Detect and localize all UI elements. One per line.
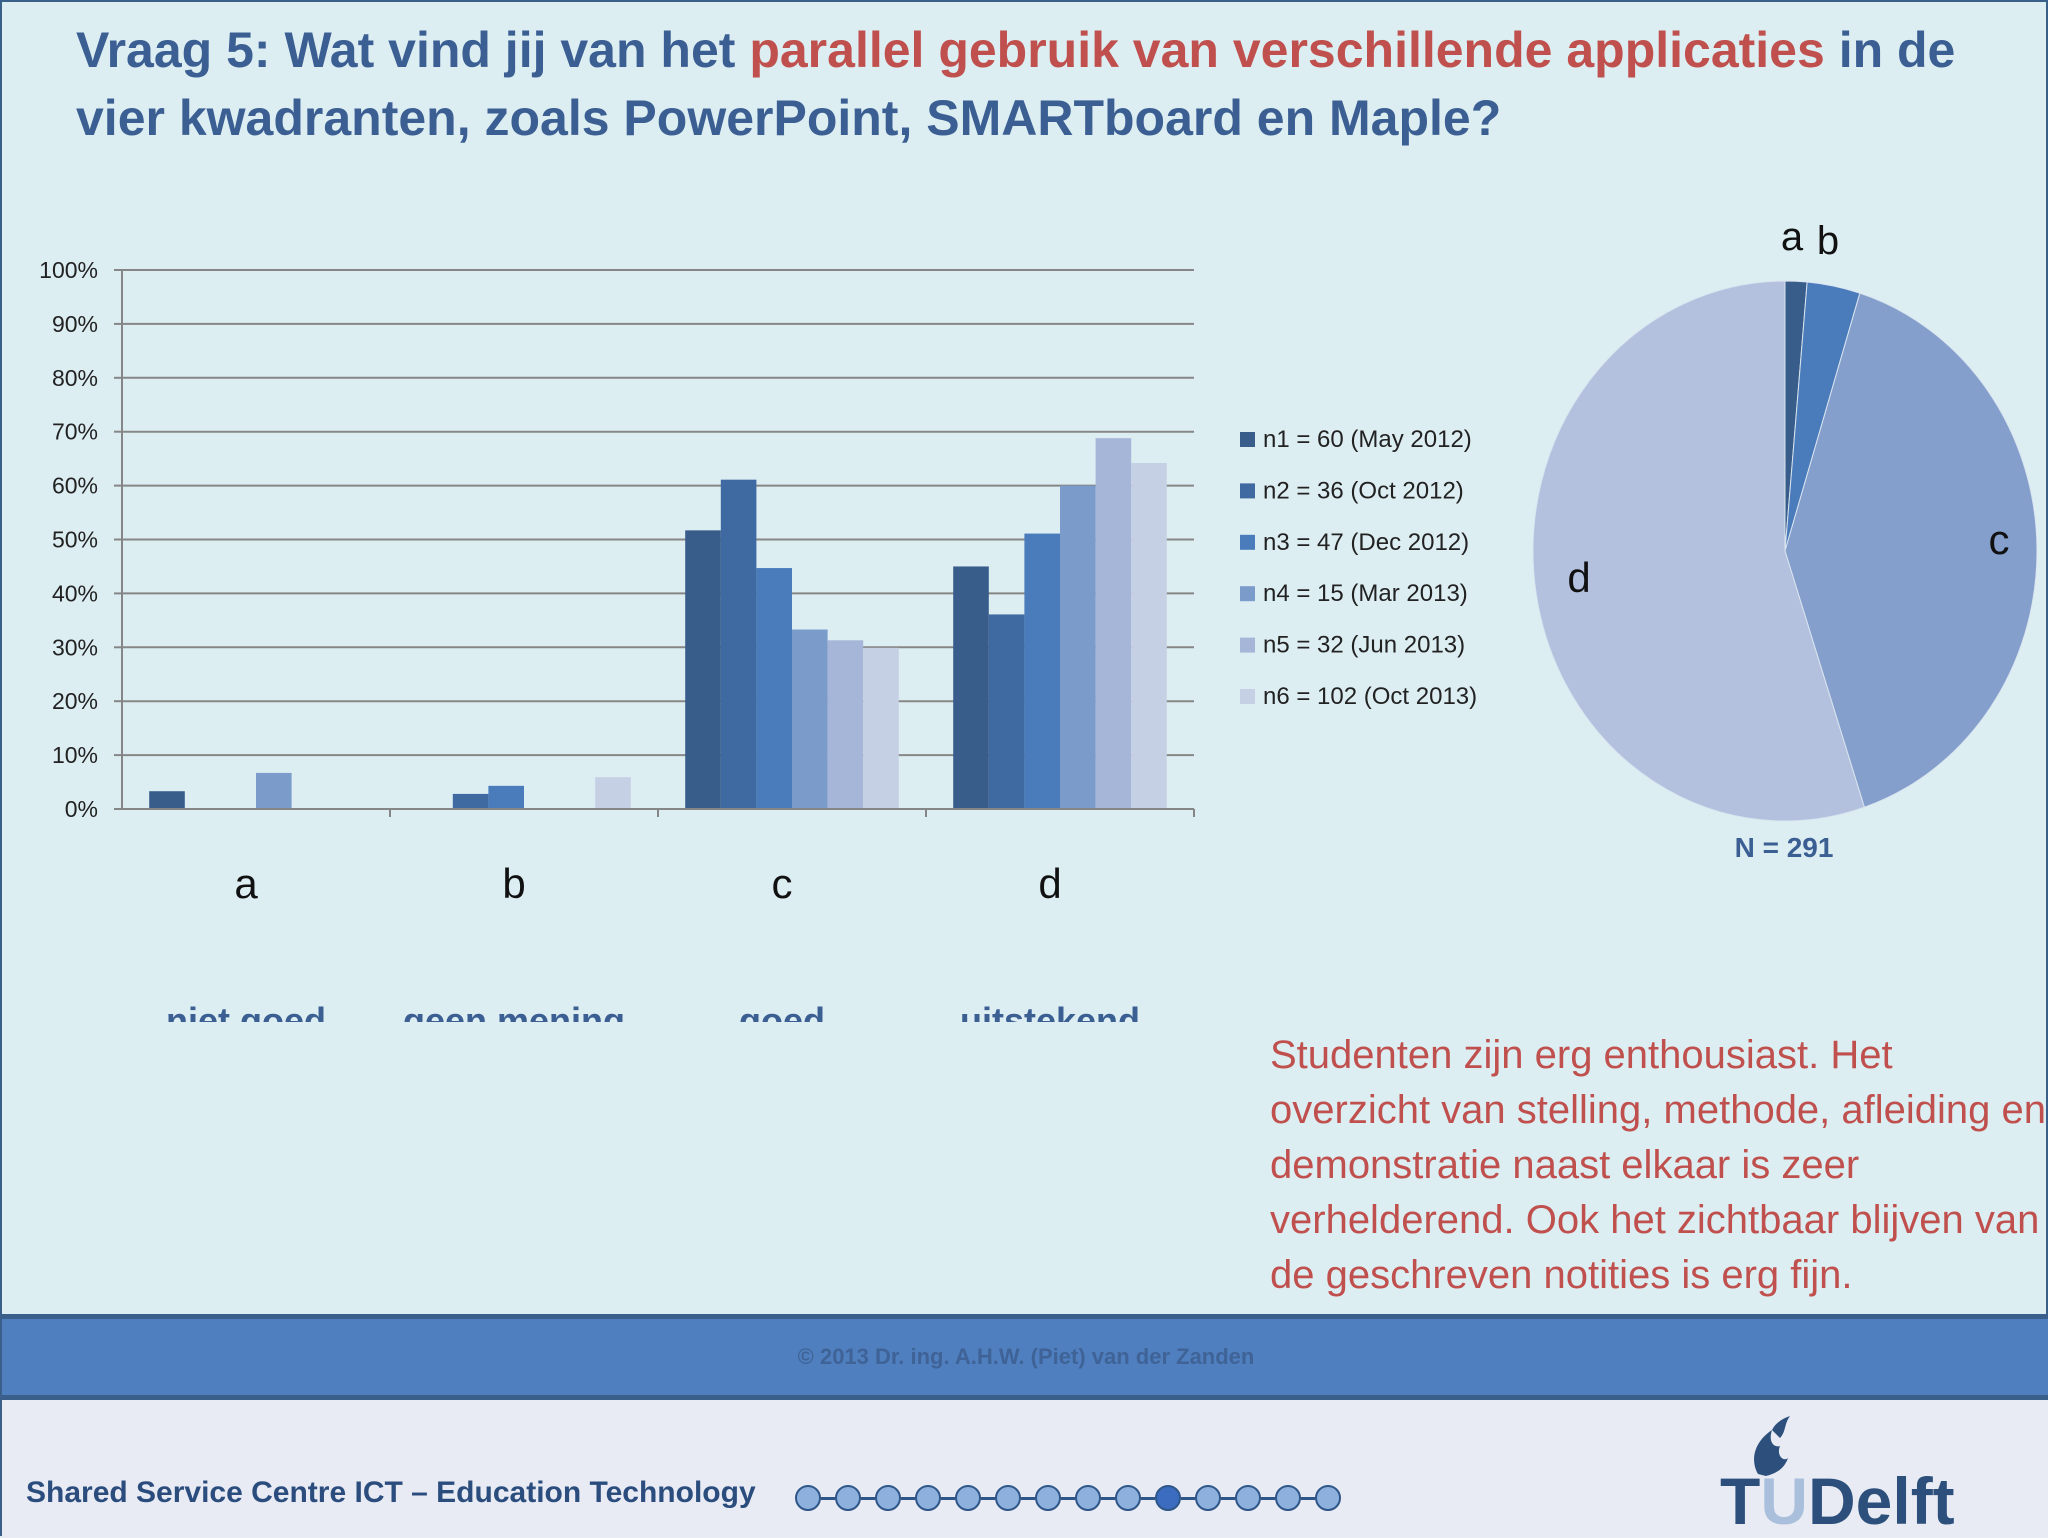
legend-label: n3 = 47 (Dec 2012)	[1263, 529, 1469, 556]
pie-chart: a b c d N = 291	[1532, 215, 2038, 862]
pagination-connector	[1061, 1496, 1075, 1500]
y-tick-label: 60%	[52, 473, 98, 499]
pagination-connector	[981, 1496, 995, 1500]
title-highlight: parallel gebruik van verschillende appli…	[749, 22, 1825, 78]
x-tick-label: c	[772, 860, 793, 907]
legend-label: n6 = 102 (Oct 2013)	[1263, 683, 1477, 710]
flame-tip-icon	[1772, 1416, 1790, 1438]
bar-b-series-2	[452, 793, 489, 809]
category-description: goed	[739, 1000, 825, 1022]
legend-swatch	[1240, 637, 1255, 653]
pagination-connector	[1101, 1496, 1115, 1500]
y-tick-label: 70%	[52, 419, 98, 445]
pie-slice-d	[1532, 280, 1865, 822]
pie-label-b: b	[1817, 219, 1839, 263]
footer-band	[2, 1314, 2048, 1400]
logo-text: TUDelft	[1720, 1464, 1955, 1532]
bar-chart: 0% 10% 20% 30% 40% 50% 60% 70% 80% 90% 100% a niet g…	[39, 257, 1477, 1022]
pie-label-a: a	[1781, 215, 1804, 259]
y-tick-label: 100%	[39, 257, 98, 283]
category-description: geen mening	[403, 1000, 625, 1022]
bar-c-series-4	[792, 629, 828, 809]
y-tick-label: 10%	[52, 742, 98, 768]
bar-d-series-6	[1131, 462, 1167, 809]
bar-c-series-3	[756, 568, 792, 809]
pagination-dot-11[interactable]	[1195, 1485, 1221, 1511]
category-description: uitstekend	[960, 1000, 1140, 1022]
slide-pagination	[795, 1483, 1341, 1513]
remark-text: Studenten zijn erg enthousiast. Het over…	[1270, 1033, 2047, 1297]
legend-swatch	[1240, 432, 1255, 447]
title-suffix: in de vier kwadranten, zoals PowerPoint,…	[76, 22, 1956, 146]
legend-swatch	[1240, 534, 1255, 550]
bar-b-series-6	[595, 777, 631, 809]
legend-label: n2 = 36 (Oct 2012)	[1263, 477, 1464, 504]
legend-label: n5 = 32 (Jun 2013)	[1263, 632, 1465, 659]
pagination-dot-6[interactable]	[995, 1485, 1021, 1511]
tudelft-logo: TUDelft	[1720, 1416, 1955, 1532]
y-tick-label: 30%	[52, 634, 98, 660]
bar-c-series-5	[827, 640, 864, 809]
y-tick-label: 90%	[52, 311, 98, 337]
x-tick-label: d	[1038, 860, 1061, 907]
pie-label-d: d	[1567, 554, 1590, 601]
pagination-connector	[861, 1496, 875, 1500]
pagination-connector	[1021, 1496, 1035, 1500]
bar-d-series-3	[1024, 533, 1060, 809]
pagination-connector	[1221, 1496, 1235, 1500]
pagination-connector	[941, 1496, 955, 1500]
pie-caption: N = 291	[1735, 832, 1834, 862]
pagination-connector	[901, 1496, 915, 1500]
legend-swatch	[1240, 586, 1255, 602]
pagination-connector	[1261, 1496, 1275, 1500]
pagination-dot-3[interactable]	[875, 1485, 901, 1511]
pagination-connector	[1181, 1496, 1195, 1500]
pagination-dot-14[interactable]	[1315, 1485, 1341, 1511]
flame-icon	[1754, 1430, 1788, 1476]
bar-b-series-3	[488, 785, 524, 809]
y-tick-label: 0%	[65, 796, 98, 822]
pagination-dot-8[interactable]	[1075, 1485, 1101, 1511]
pagination-dot-7[interactable]	[1035, 1485, 1061, 1511]
y-tick-label: 80%	[52, 365, 98, 391]
bar-c-series-1	[685, 530, 721, 809]
pagination-connector	[1141, 1496, 1155, 1500]
pagination-dot-12[interactable]	[1235, 1485, 1261, 1511]
pagination-dot-2[interactable]	[835, 1485, 861, 1511]
pagination-dot-10[interactable]	[1155, 1485, 1181, 1511]
bar-d-series-2	[988, 614, 1025, 809]
title-prefix: Vraag 5: Wat vind jij van het	[76, 22, 750, 78]
pagination-dot-4[interactable]	[915, 1485, 941, 1511]
x-tick-label: b	[502, 860, 525, 907]
y-tick-label: 50%	[52, 527, 98, 553]
pagination-dot-1[interactable]	[795, 1485, 821, 1511]
bar-d-series-5	[1095, 438, 1132, 809]
pagination-dot-9[interactable]	[1115, 1485, 1141, 1511]
slide-title: Vraag 5: Wat vind jij van het parallel g…	[76, 16, 1996, 152]
y-tick-label: 40%	[52, 580, 98, 606]
pagination-connector	[821, 1496, 835, 1500]
legend-label: n4 = 15 (Mar 2013)	[1263, 580, 1468, 607]
copyright-text: © 2013 Dr. ing. A.H.W. (Piet) van der Za…	[797, 1344, 1255, 1369]
legend-swatch	[1240, 483, 1255, 499]
pagination-dot-5[interactable]	[955, 1485, 981, 1511]
legend-label: n1 = 60 (May 2012)	[1263, 426, 1472, 453]
pie-slice-c	[1784, 292, 2038, 808]
bar-a-series-4	[256, 772, 292, 809]
legend-swatch	[1240, 689, 1255, 704]
bar-c-series-6	[863, 647, 899, 809]
bar-d-series-4	[1060, 485, 1096, 809]
category-description: niet goed	[166, 1000, 326, 1022]
bar-c-series-2	[720, 479, 757, 809]
pagination-connector	[1301, 1496, 1315, 1500]
x-tick-label: a	[234, 860, 258, 907]
organization-name: Shared Service Centre ICT – Education Te…	[26, 1476, 756, 1509]
bottom-bar	[2, 1400, 2048, 1538]
pagination-dot-13[interactable]	[1275, 1485, 1301, 1511]
y-tick-label: 20%	[52, 688, 98, 714]
bar-d-series-1	[953, 566, 989, 809]
pie-label-c: c	[1989, 516, 2010, 563]
bar-a-series-1	[149, 791, 185, 809]
